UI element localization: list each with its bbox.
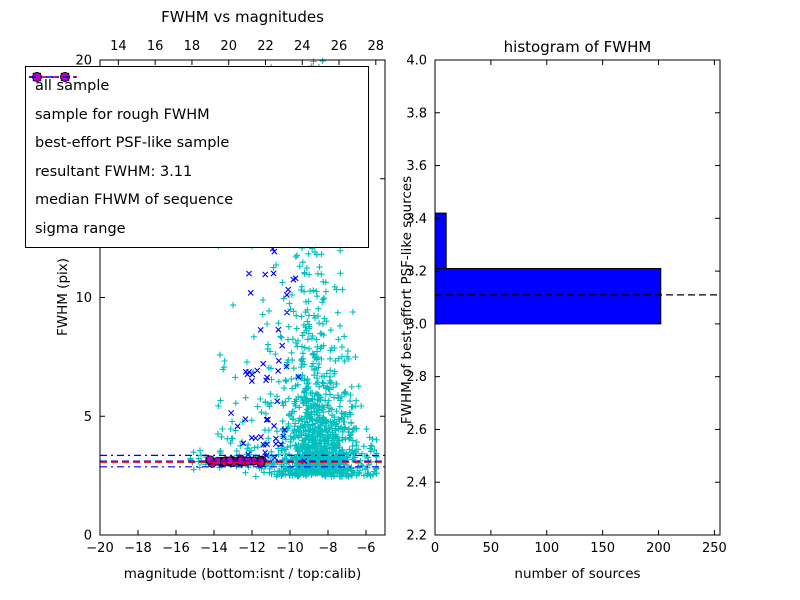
svg-text:200: 200	[646, 541, 671, 556]
legend-item: resultant FWHM: 3.11	[29, 76, 368, 187]
svg-text:2.4: 2.4	[406, 476, 427, 491]
svg-text:2.8: 2.8	[406, 370, 427, 385]
tick-labels: 0 50 100 150 200 250 2.2 2.4 2.6 2.8 3.0 3.2 3.4 3.6 3…	[406, 54, 727, 557]
left-plot: −20 −18 −16 −14 −12 −10 −8 −6 14 16 18 20 22 24 26 28 0 5…	[75, 39, 386, 556]
svg-text:14: 14	[110, 39, 127, 54]
svg-text:−8: −8	[318, 541, 337, 556]
svg-text:−16: −16	[162, 541, 189, 556]
svg-text:−18: −18	[124, 541, 151, 556]
svg-text:10: 10	[75, 291, 92, 306]
legend-label: sample for rough FWHM	[35, 106, 210, 123]
svg-text:20: 20	[75, 54, 92, 69]
right-plot: 0 50 100 150 200 250 2.2 2.4 2.6 2.8 3.0 3.2 3.4 3.6 3…	[406, 54, 727, 557]
left-plot-xlabel: magnitude (bottom:isnt / top:calib)	[123, 566, 362, 582]
svg-text:2.2: 2.2	[406, 529, 427, 544]
histogram-bar	[434, 268, 662, 325]
svg-text:3.0: 3.0	[406, 317, 427, 332]
legend-item: best-effort PSF-like sample	[32, 72, 368, 158]
svg-text:3.4: 3.4	[406, 212, 427, 227]
left-plot-title: FWHM vs magnitudes	[161, 8, 324, 26]
right-plot-title: histogram of FWHM	[503, 38, 652, 56]
right-plot-ylabel: FWHM of best-effort PSF-like sources	[399, 175, 415, 425]
svg-text:20: 20	[220, 39, 237, 54]
svg-text:3.2: 3.2	[406, 265, 427, 280]
svg-text:4.0: 4.0	[406, 54, 427, 69]
legend-label: best-effort PSF-like sample	[35, 135, 230, 152]
legend: all sample sample for rough FWHM best-ef…	[25, 66, 369, 248]
svg-text:−20: −20	[86, 541, 113, 556]
svg-text:250: 250	[702, 541, 727, 556]
svg-text:3.8: 3.8	[406, 106, 427, 121]
dashdot-line-icon	[29, 76, 77, 78]
svg-text:22: 22	[257, 39, 274, 54]
svg-text:5: 5	[84, 410, 92, 425]
svg-text:−12: −12	[238, 541, 265, 556]
svg-text:0: 0	[84, 529, 92, 544]
legend-label: sigma range	[35, 220, 126, 237]
svg-text:2.6: 2.6	[406, 423, 427, 438]
legend-label: median FHWM of sequence	[35, 192, 234, 209]
legend-item: median FHWM of sequence	[29, 76, 368, 215]
svg-text:150: 150	[590, 541, 615, 556]
svg-text:0: 0	[431, 541, 439, 556]
svg-text:−14: −14	[200, 541, 227, 556]
svg-text:16: 16	[147, 39, 164, 54]
svg-text:100: 100	[534, 541, 559, 556]
legend-label: all sample	[35, 78, 110, 95]
legend-label: resultant FWHM: 3.11	[35, 163, 193, 180]
legend-item: sample for rough FWHM	[32, 72, 368, 130]
right-plot-xlabel: number of sources	[514, 566, 641, 582]
svg-text:28: 28	[368, 39, 385, 54]
svg-text:26: 26	[331, 39, 348, 54]
svg-text:−10: −10	[276, 541, 303, 556]
svg-text:24: 24	[294, 39, 311, 54]
svg-text:−6: −6	[356, 541, 375, 556]
svg-text:3.6: 3.6	[406, 159, 427, 174]
legend-item: sigma range	[29, 76, 368, 244]
svg-text:50: 50	[483, 541, 500, 556]
legend-item: all sample	[32, 72, 368, 101]
histogram-bar	[434, 212, 447, 270]
svg-text:18: 18	[184, 39, 201, 54]
